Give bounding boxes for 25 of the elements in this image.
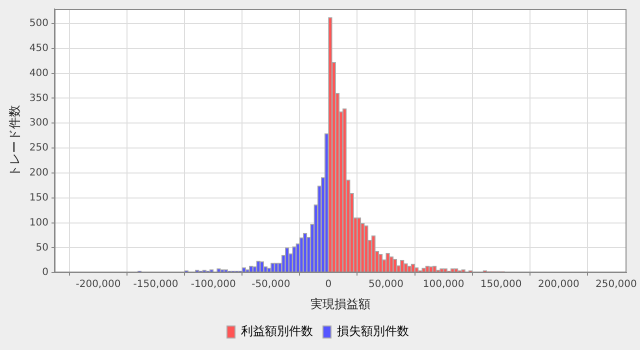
y-tick-label: 450 [29, 42, 48, 54]
y-tick-label: 200 [29, 168, 48, 179]
legend-label: 損失額別件数 [337, 324, 409, 338]
x-tick-label: 250,000 [596, 279, 637, 290]
y-tick-label: 50 [36, 242, 48, 254]
y-tick-label: 0 [42, 267, 48, 278]
y-tick-label: 500 [29, 18, 48, 30]
x-tick-label: 100,000 [422, 279, 464, 290]
y-tick-label: 350 [29, 92, 48, 104]
x-tick-label: -50,000 [252, 279, 290, 290]
x-tick-label: 50,000 [368, 279, 404, 290]
y-tick-label: 100 [29, 217, 48, 228]
x-tick-label: -150,000 [133, 279, 178, 290]
x-tick-label: 0 [325, 279, 332, 290]
y-axis-title: トレード件数 [7, 104, 22, 177]
x-tick-label: 150,000 [480, 279, 522, 290]
x-tick-label: 200,000 [538, 279, 580, 290]
y-tick-label: 300 [29, 118, 48, 129]
y-tick-label: 250 [29, 142, 48, 154]
x-tick-label: -200,000 [76, 279, 121, 290]
legend-label: 利益額別件数 [241, 324, 313, 338]
x-axis-title: 実現損益額 [310, 296, 371, 311]
x-tick-label: -100,000 [190, 279, 236, 290]
y-tick-label: 150 [29, 192, 48, 204]
y-tick-label: 400 [29, 68, 48, 79]
